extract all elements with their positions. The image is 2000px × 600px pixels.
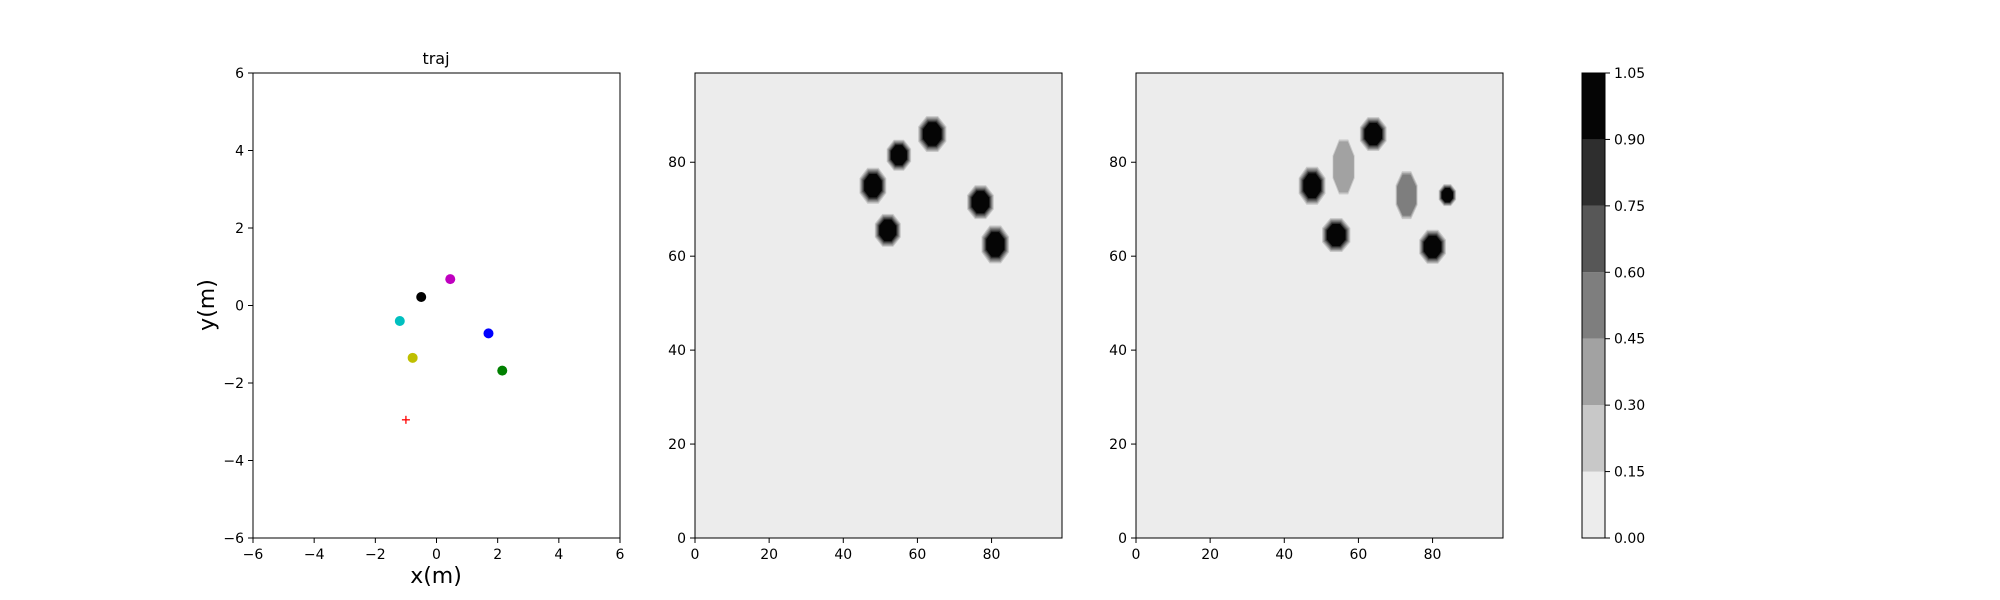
map1-y-tick-label: 20	[668, 437, 686, 453]
colorbar-frame	[1581, 72, 1606, 539]
map1-y-tick-label: 60	[668, 249, 686, 265]
map2-obstacle-6	[1419, 229, 1446, 264]
trajectory-y-tick-label: 6	[235, 66, 244, 82]
map1-obstacle-3	[967, 185, 994, 220]
map1-obstacles	[859, 116, 1010, 264]
trajectory-x-tick-label: 0	[432, 547, 441, 563]
map1-y-tick-label: 0	[677, 531, 686, 547]
map2-x-tick-label: 20	[1201, 547, 1219, 563]
colorbar-tick-label: 0.15	[1614, 465, 1645, 481]
trajectory-x-axis-label: x(m)	[410, 564, 462, 589]
ground-truth-map-panel: 0 20 40 60 80 0 20 40 60 80	[668, 72, 1063, 563]
map2-y-tick-label: 80	[1109, 155, 1127, 171]
colorbar-band	[1582, 205, 1605, 273]
trajectory-y-tick-label: 0	[235, 299, 244, 315]
map1-x-tick-label: 20	[760, 547, 778, 563]
colorbar-band	[1582, 405, 1605, 472]
colorbar-band	[1582, 272, 1605, 339]
colorbar-tick-label: 0.45	[1614, 332, 1645, 348]
map1-y-ticks: 0 20 40 60 80	[668, 155, 695, 547]
trajectory-x-tick-label: −6	[243, 547, 264, 563]
trajectory-y-tick-label: −6	[223, 531, 244, 547]
trajectory-x-tick-label: 2	[493, 547, 502, 563]
colorbar-bands	[1582, 73, 1605, 538]
agent-point-2	[394, 316, 405, 326]
colorbar-band	[1582, 471, 1605, 538]
map1-x-tick-label: 80	[983, 547, 1001, 563]
colorbar-band	[1582, 139, 1605, 206]
map1-background	[695, 73, 1062, 538]
trajectory-x-ticks: −6 −4 −2 0 2 4 6	[243, 538, 625, 563]
colorbar-tick-label: 1.05	[1614, 66, 1645, 82]
agent-point-0	[416, 291, 427, 302]
map1-x-ticks: 0 20 40 60 80	[691, 538, 1001, 563]
map2-x-tick-label: 0	[1132, 547, 1141, 563]
colorbar-tick-label: 0.30	[1614, 398, 1645, 414]
map1-y-tick-label: 40	[668, 343, 686, 359]
map1-obstacle-4	[874, 213, 901, 247]
trajectory-x-tick-label: −2	[365, 547, 386, 563]
trajectory-marks	[394, 274, 508, 424]
map2-x-ticks: 0 20 40 60 80	[1132, 538, 1442, 563]
map2-y-ticks: 0 20 40 60 80	[1109, 155, 1136, 547]
agent-point-5	[497, 365, 508, 376]
trajectory-y-tick-label: 2	[235, 221, 244, 237]
trajectory-y-ticks: −6 −4 −2 0 2 4 6	[223, 66, 253, 547]
colorbar-ticks: 0.00 0.15 0.30 0.45 0.60 0.75 0.90 1.05	[1605, 66, 1645, 547]
trajectory-x-tick-label: 6	[616, 547, 625, 563]
colorbar-tick-label: 0.75	[1614, 199, 1645, 215]
colorbar-tick-label: 0.60	[1614, 265, 1645, 281]
map2-y-tick-label: 40	[1109, 343, 1127, 359]
trajectory-title: traj	[422, 49, 449, 68]
map1-x-tick-label: 0	[691, 547, 700, 563]
start-marker	[401, 415, 410, 424]
map1-obstacle-1	[886, 139, 912, 171]
agent-point-3	[483, 328, 494, 339]
map1-obstacle-2	[859, 167, 887, 204]
estimated-map-panel: 0 20 40 60 80 0 20 40 60 80	[1109, 72, 1504, 563]
trajectory-y-axis-label: y(m)	[195, 279, 220, 331]
map2-frame	[1135, 72, 1504, 539]
trajectory-y-tick-label: −2	[223, 376, 244, 392]
map1-x-tick-label: 60	[909, 547, 927, 563]
map1-obstacle-5	[981, 225, 1010, 264]
trajectory-x-tick-label: −4	[304, 547, 325, 563]
map2-obstacle-5	[1322, 218, 1351, 252]
map2-obstacle-4	[1438, 184, 1457, 207]
agent-point-4	[407, 352, 418, 363]
map2-background	[1136, 73, 1503, 538]
colorbar: 0.00 0.15 0.30 0.45 0.60 0.75 0.90 1.05	[1581, 66, 1645, 547]
map1-frame	[694, 72, 1063, 539]
map2-x-tick-label: 40	[1275, 547, 1293, 563]
trajectory-plot-frame	[252, 72, 621, 539]
map1-obstacle-0	[918, 116, 947, 152]
map2-obstacle-2	[1332, 139, 1355, 195]
map2-y-tick-label: 20	[1109, 437, 1127, 453]
map2-obstacles	[1298, 117, 1457, 264]
map2-y-tick-label: 60	[1109, 249, 1127, 265]
trajectory-y-tick-label: 4	[235, 144, 244, 160]
map2-x-tick-label: 60	[1350, 547, 1368, 563]
map2-x-tick-label: 80	[1424, 547, 1442, 563]
trajectory-panel: −6 −4 −2 0 2 4 6 −6 −4 −2 0 2 4 6 traj x(m) y(m)	[195, 49, 625, 589]
trajectory-y-tick-label: −4	[223, 454, 244, 470]
map2-obstacle-3	[1395, 171, 1418, 220]
map1-x-tick-label: 40	[834, 547, 852, 563]
trajectory-x-tick-label: 4	[554, 547, 563, 563]
map1-y-tick-label: 80	[668, 155, 686, 171]
map2-obstacle-0	[1359, 117, 1387, 151]
colorbar-band	[1582, 338, 1605, 406]
colorbar-tick-label: 0.90	[1614, 132, 1645, 148]
colorbar-band	[1582, 73, 1605, 140]
agent-point-1	[445, 274, 456, 285]
colorbar-tick-label: 0.00	[1614, 531, 1645, 547]
map2-y-tick-label: 0	[1118, 531, 1127, 547]
map2-obstacle-1	[1298, 166, 1326, 205]
